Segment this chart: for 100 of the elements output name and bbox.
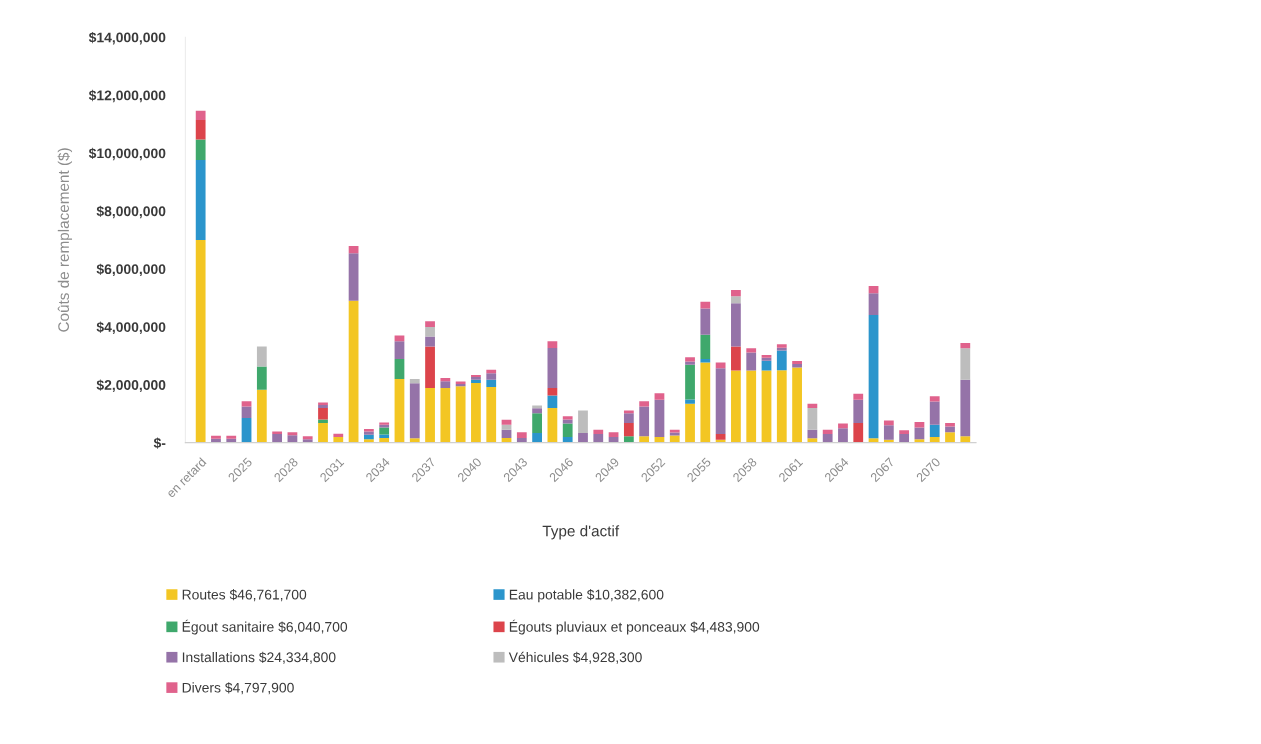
bar (700, 362, 711, 443)
bar (731, 290, 741, 297)
bar (792, 361, 802, 364)
bar (807, 403, 818, 408)
bar (241, 418, 252, 443)
bar (394, 358, 405, 379)
bar (562, 423, 573, 437)
bar (195, 139, 206, 160)
legend-label: Égout sanitaire $6,040,700 (182, 619, 348, 635)
bar (256, 346, 267, 367)
y-tick-label: $14,000,000 (88, 31, 166, 45)
bar (776, 350, 787, 371)
bar (425, 387, 435, 443)
y-tick-label: $4,000,000 (96, 321, 166, 335)
bar (440, 378, 451, 382)
bar (455, 386, 466, 443)
bar (287, 432, 298, 436)
bar (960, 343, 971, 349)
bar (623, 413, 634, 423)
bar (195, 120, 206, 140)
bar (547, 347, 558, 388)
y-tick-label: $10,000,000 (88, 147, 166, 161)
bar (868, 314, 879, 439)
bar (960, 379, 971, 437)
y-tick-label: $- (153, 437, 166, 449)
bar (685, 403, 695, 443)
bar (623, 422, 634, 437)
y-tick-label: $8,000,000 (96, 205, 166, 219)
bar (685, 361, 695, 365)
bar (394, 378, 405, 443)
bar (532, 433, 542, 443)
bar (593, 429, 604, 434)
bar (501, 419, 512, 425)
bar (211, 435, 221, 439)
bar (761, 370, 772, 443)
bar (394, 341, 405, 359)
legend-label: Installations $24,334,800 (182, 651, 336, 664)
bar (318, 422, 328, 443)
bar (853, 399, 864, 423)
bar (486, 387, 497, 443)
bar (899, 433, 910, 443)
y-tick-label: $12,000,000 (88, 89, 166, 103)
bar (425, 327, 435, 337)
bar (700, 301, 711, 309)
bar (639, 436, 650, 443)
legend-label: Égouts pluviaux et ponceaux $4,483,900 (509, 619, 760, 635)
bar (807, 407, 818, 430)
bar (471, 383, 481, 443)
bar (256, 366, 267, 390)
bar (639, 406, 650, 437)
bar (731, 296, 741, 304)
bar (486, 373, 497, 380)
bar (853, 393, 864, 400)
y-tick-label: $6,000,000 (96, 263, 166, 277)
bar (409, 378, 420, 384)
bar (960, 348, 971, 380)
x-axis-title: Type d'actif (542, 525, 620, 540)
bar (746, 370, 757, 443)
bar (700, 334, 711, 359)
bar (348, 300, 359, 443)
bar (195, 160, 206, 240)
bar (807, 429, 818, 439)
bar (333, 433, 344, 437)
bar (440, 387, 451, 443)
bar (685, 364, 695, 400)
y-tick-label: $2,000,000 (96, 379, 166, 392)
bar (746, 348, 757, 353)
bar (532, 408, 542, 414)
bar (700, 308, 711, 335)
bar (883, 425, 894, 440)
bar (379, 427, 390, 435)
bar (822, 433, 833, 443)
bar (945, 432, 955, 443)
bar (256, 389, 267, 443)
bar (501, 424, 512, 430)
bar (685, 399, 695, 404)
bar (838, 428, 848, 443)
y-axis-title: Coûts de remplacement ($) (57, 148, 73, 332)
bar (929, 396, 940, 402)
legend-label: Divers $4,797,900 (182, 682, 294, 695)
bar (440, 381, 451, 388)
bar (409, 438, 420, 443)
bar (532, 413, 542, 434)
bar (241, 406, 252, 419)
bar (486, 379, 497, 388)
legend-label: Eau potable $10,382,600 (509, 589, 664, 603)
bar (562, 416, 573, 420)
bar (195, 239, 206, 443)
bar (807, 438, 818, 443)
bar (822, 429, 833, 434)
legend-label: Routes $46,761,700 (182, 589, 307, 602)
bar (654, 399, 665, 437)
bar (960, 436, 971, 443)
bar (593, 433, 604, 443)
bar (578, 433, 588, 443)
bar (853, 422, 864, 443)
bar (516, 432, 527, 439)
bar (425, 336, 435, 347)
bar (761, 360, 772, 371)
bar (409, 383, 420, 439)
